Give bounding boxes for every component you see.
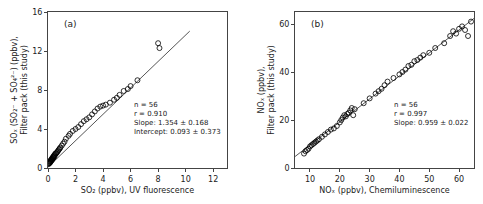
svg-text:12: 12 — [208, 175, 218, 184]
svg-text:40: 40 — [279, 68, 289, 77]
svg-text:16: 16 — [32, 8, 42, 17]
svg-text:30: 30 — [365, 175, 375, 184]
svg-text:12: 12 — [32, 47, 42, 56]
svg-text:8: 8 — [156, 175, 161, 184]
svg-text:20: 20 — [335, 175, 345, 184]
svg-text:4: 4 — [101, 175, 106, 184]
svg-text:4: 4 — [37, 125, 42, 134]
svg-text:SO₂ (ppbv), UV fluorescence: SO₂ (ppbv), UV fluorescence — [81, 186, 194, 195]
svg-text:n = 56r = 0.997Slope: 0.959 ±: n = 56r = 0.997Slope: 0.959 ± 0.022 — [394, 101, 468, 127]
svg-text:6: 6 — [128, 175, 133, 184]
svg-text:10: 10 — [181, 175, 191, 184]
svg-text:n = 56r = 0.910Slope: 1.354 ±: n = 56r = 0.910Slope: 1.354 ± 0.168Inter… — [134, 101, 221, 136]
svg-text:(b): (b) — [311, 19, 324, 29]
svg-text:0: 0 — [37, 164, 42, 173]
svg-text:0: 0 — [45, 175, 50, 184]
svg-text:(a): (a) — [64, 19, 77, 29]
svg-text:0: 0 — [284, 164, 289, 173]
svg-text:NOₓ (ppbv), Chemiluminescence: NOₓ (ppbv), Chemiluminescence — [319, 186, 450, 195]
svg-text:60: 60 — [454, 175, 464, 184]
svg-text:50: 50 — [424, 175, 434, 184]
svg-text:2: 2 — [73, 175, 78, 184]
svg-text:60: 60 — [279, 20, 289, 29]
svg-text:NOₓ (ppbv),Filter pack (this s: NOₓ (ppbv),Filter pack (this study) — [257, 45, 276, 134]
svg-text:SOₓ (SO₂⁻ + SO₄²⁻) (ppbv),Filt: SOₓ (SO₂⁻ + SO₄²⁻) (ppbv),Filter pack (t… — [10, 36, 29, 144]
svg-text:8: 8 — [37, 86, 42, 95]
svg-text:40: 40 — [394, 175, 404, 184]
svg-text:20: 20 — [279, 116, 289, 125]
svg-text:10: 10 — [305, 175, 315, 184]
